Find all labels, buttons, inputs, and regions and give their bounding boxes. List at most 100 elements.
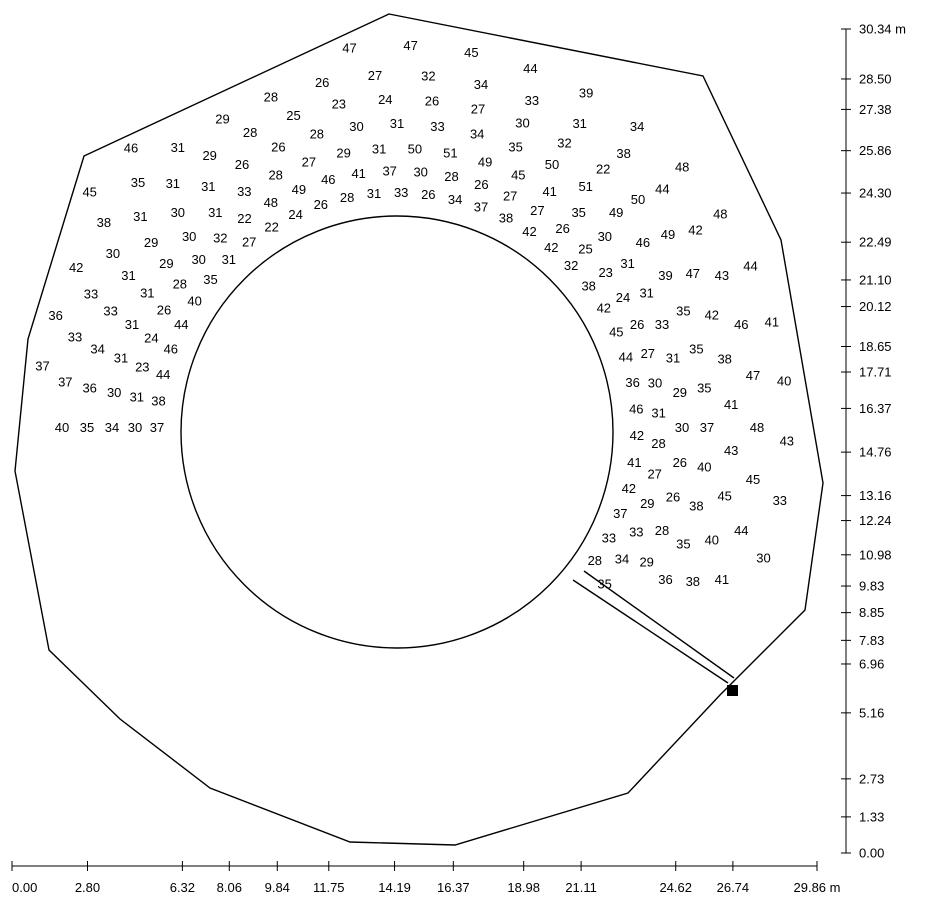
value-label: 24 <box>288 207 302 222</box>
value-label: 27 <box>471 102 485 117</box>
corner-marker <box>727 685 738 696</box>
value-label: 42 <box>622 481 636 496</box>
value-label: 37 <box>474 200 488 215</box>
value-label: 38 <box>499 210 513 225</box>
horizontal-tick-label: 29.86 m <box>794 880 841 895</box>
value-label: 42 <box>522 224 536 239</box>
vertical-tick-label: 21.10 <box>859 272 892 287</box>
value-label: 38 <box>151 393 165 408</box>
value-label: 35 <box>689 341 703 356</box>
value-label: 31 <box>140 285 154 300</box>
value-label: 31 <box>114 351 128 366</box>
value-label: 29 <box>215 111 229 126</box>
value-label: 38 <box>97 215 111 230</box>
value-label: 45 <box>717 488 731 503</box>
value-label: 35 <box>203 272 217 287</box>
value-label: 28 <box>340 190 354 205</box>
value-label: 36 <box>625 375 639 390</box>
value-label: 29 <box>202 148 216 163</box>
value-label: 28 <box>173 276 187 291</box>
value-label: 23 <box>598 265 612 280</box>
value-label: 34 <box>90 341 104 356</box>
vertical-tick-label: 18.65 <box>859 339 892 354</box>
value-label: 42 <box>688 223 702 238</box>
value-label: 49 <box>292 182 306 197</box>
vertical-tick-label: 24.30 <box>859 186 892 201</box>
value-label: 33 <box>237 184 251 199</box>
value-label: 37 <box>35 359 49 374</box>
value-label: 49 <box>609 205 623 220</box>
value-label: 28 <box>310 127 324 142</box>
value-label: 30 <box>756 551 770 566</box>
vertical-tick-label: 13.16 <box>859 488 892 503</box>
value-label: 41 <box>715 572 729 587</box>
vertical-tick-label: 8.85 <box>859 605 884 620</box>
vertical-tick-label: 30.34 m <box>859 22 906 37</box>
vertical-scale: 30.34 m 28.50 27.38 25.86 24.30 22.49 21.10 20.… <box>841 22 906 861</box>
value-label: 35 <box>80 420 94 435</box>
value-label: 50 <box>631 192 645 207</box>
value-label: 26 <box>666 490 680 505</box>
value-label: 26 <box>271 139 285 154</box>
value-label: 48 <box>675 159 689 174</box>
value-label: 27 <box>530 203 544 218</box>
value-label: 26 <box>421 187 435 202</box>
horizontal-tick-label: 11.75 <box>313 880 345 895</box>
value-label: 46 <box>636 235 650 250</box>
value-label: 45 <box>746 472 760 487</box>
value-label: 47 <box>342 41 356 56</box>
vertical-tick-label: 2.73 <box>859 771 884 786</box>
value-label: 45 <box>82 185 96 200</box>
vertical-tick-label: 20.12 <box>859 299 892 314</box>
value-label: 31 <box>133 209 147 224</box>
value-label: 38 <box>581 279 595 294</box>
value-label: 43 <box>715 268 729 283</box>
value-label: 30 <box>182 229 196 244</box>
value-label: 38 <box>717 352 731 367</box>
value-label: 31 <box>666 351 680 366</box>
vertical-tick-label: 17.71 <box>859 365 892 380</box>
value-label: 33 <box>602 530 616 545</box>
outer-boundary <box>14 13 824 846</box>
value-label: 34 <box>470 127 484 142</box>
horizontal-tick-label: 2.80 <box>75 880 100 895</box>
value-label: 37 <box>150 420 164 435</box>
value-label: 26 <box>474 177 488 192</box>
value-label: 36 <box>82 380 96 395</box>
value-label: 28 <box>444 169 458 184</box>
value-label: 30 <box>515 116 529 131</box>
value-label: 25 <box>286 108 300 123</box>
value-label: 47 <box>746 368 760 383</box>
value-label: 25 <box>578 242 592 257</box>
inner-circle-boundary <box>180 215 614 649</box>
value-label: 45 <box>464 45 478 60</box>
value-label: 31 <box>201 179 215 194</box>
value-label: 27 <box>242 235 256 250</box>
horizontal-tick-label: 14.19 <box>378 880 411 895</box>
value-label: 33 <box>68 330 82 345</box>
value-label: 27 <box>647 466 661 481</box>
value-label: 27 <box>368 68 382 83</box>
value-label: 30 <box>413 164 427 179</box>
vertical-tick-label: 27.38 <box>859 102 892 117</box>
value-label: 36 <box>658 572 672 587</box>
value-label: 28 <box>264 90 278 105</box>
vertical-tick-label: 25.86 <box>859 143 892 158</box>
value-label: 31 <box>125 317 139 332</box>
value-label: 31 <box>121 268 135 283</box>
value-label: 27 <box>503 188 517 203</box>
value-label: 31 <box>572 116 586 131</box>
value-label: 50 <box>545 157 559 172</box>
value-label: 48 <box>264 195 278 210</box>
value-label: 29 <box>639 555 653 570</box>
value-label: 44 <box>743 259 757 274</box>
vertical-tick-label: 9.83 <box>859 579 884 594</box>
value-label: 39 <box>658 268 672 283</box>
value-label: 26 <box>630 317 644 332</box>
value-label: 46 <box>734 317 748 332</box>
value-label: 45 <box>609 324 623 339</box>
value-label: 27 <box>641 346 655 361</box>
value-label: 29 <box>159 256 173 271</box>
value-label: 28 <box>655 523 669 538</box>
value-label: 28 <box>243 125 257 140</box>
